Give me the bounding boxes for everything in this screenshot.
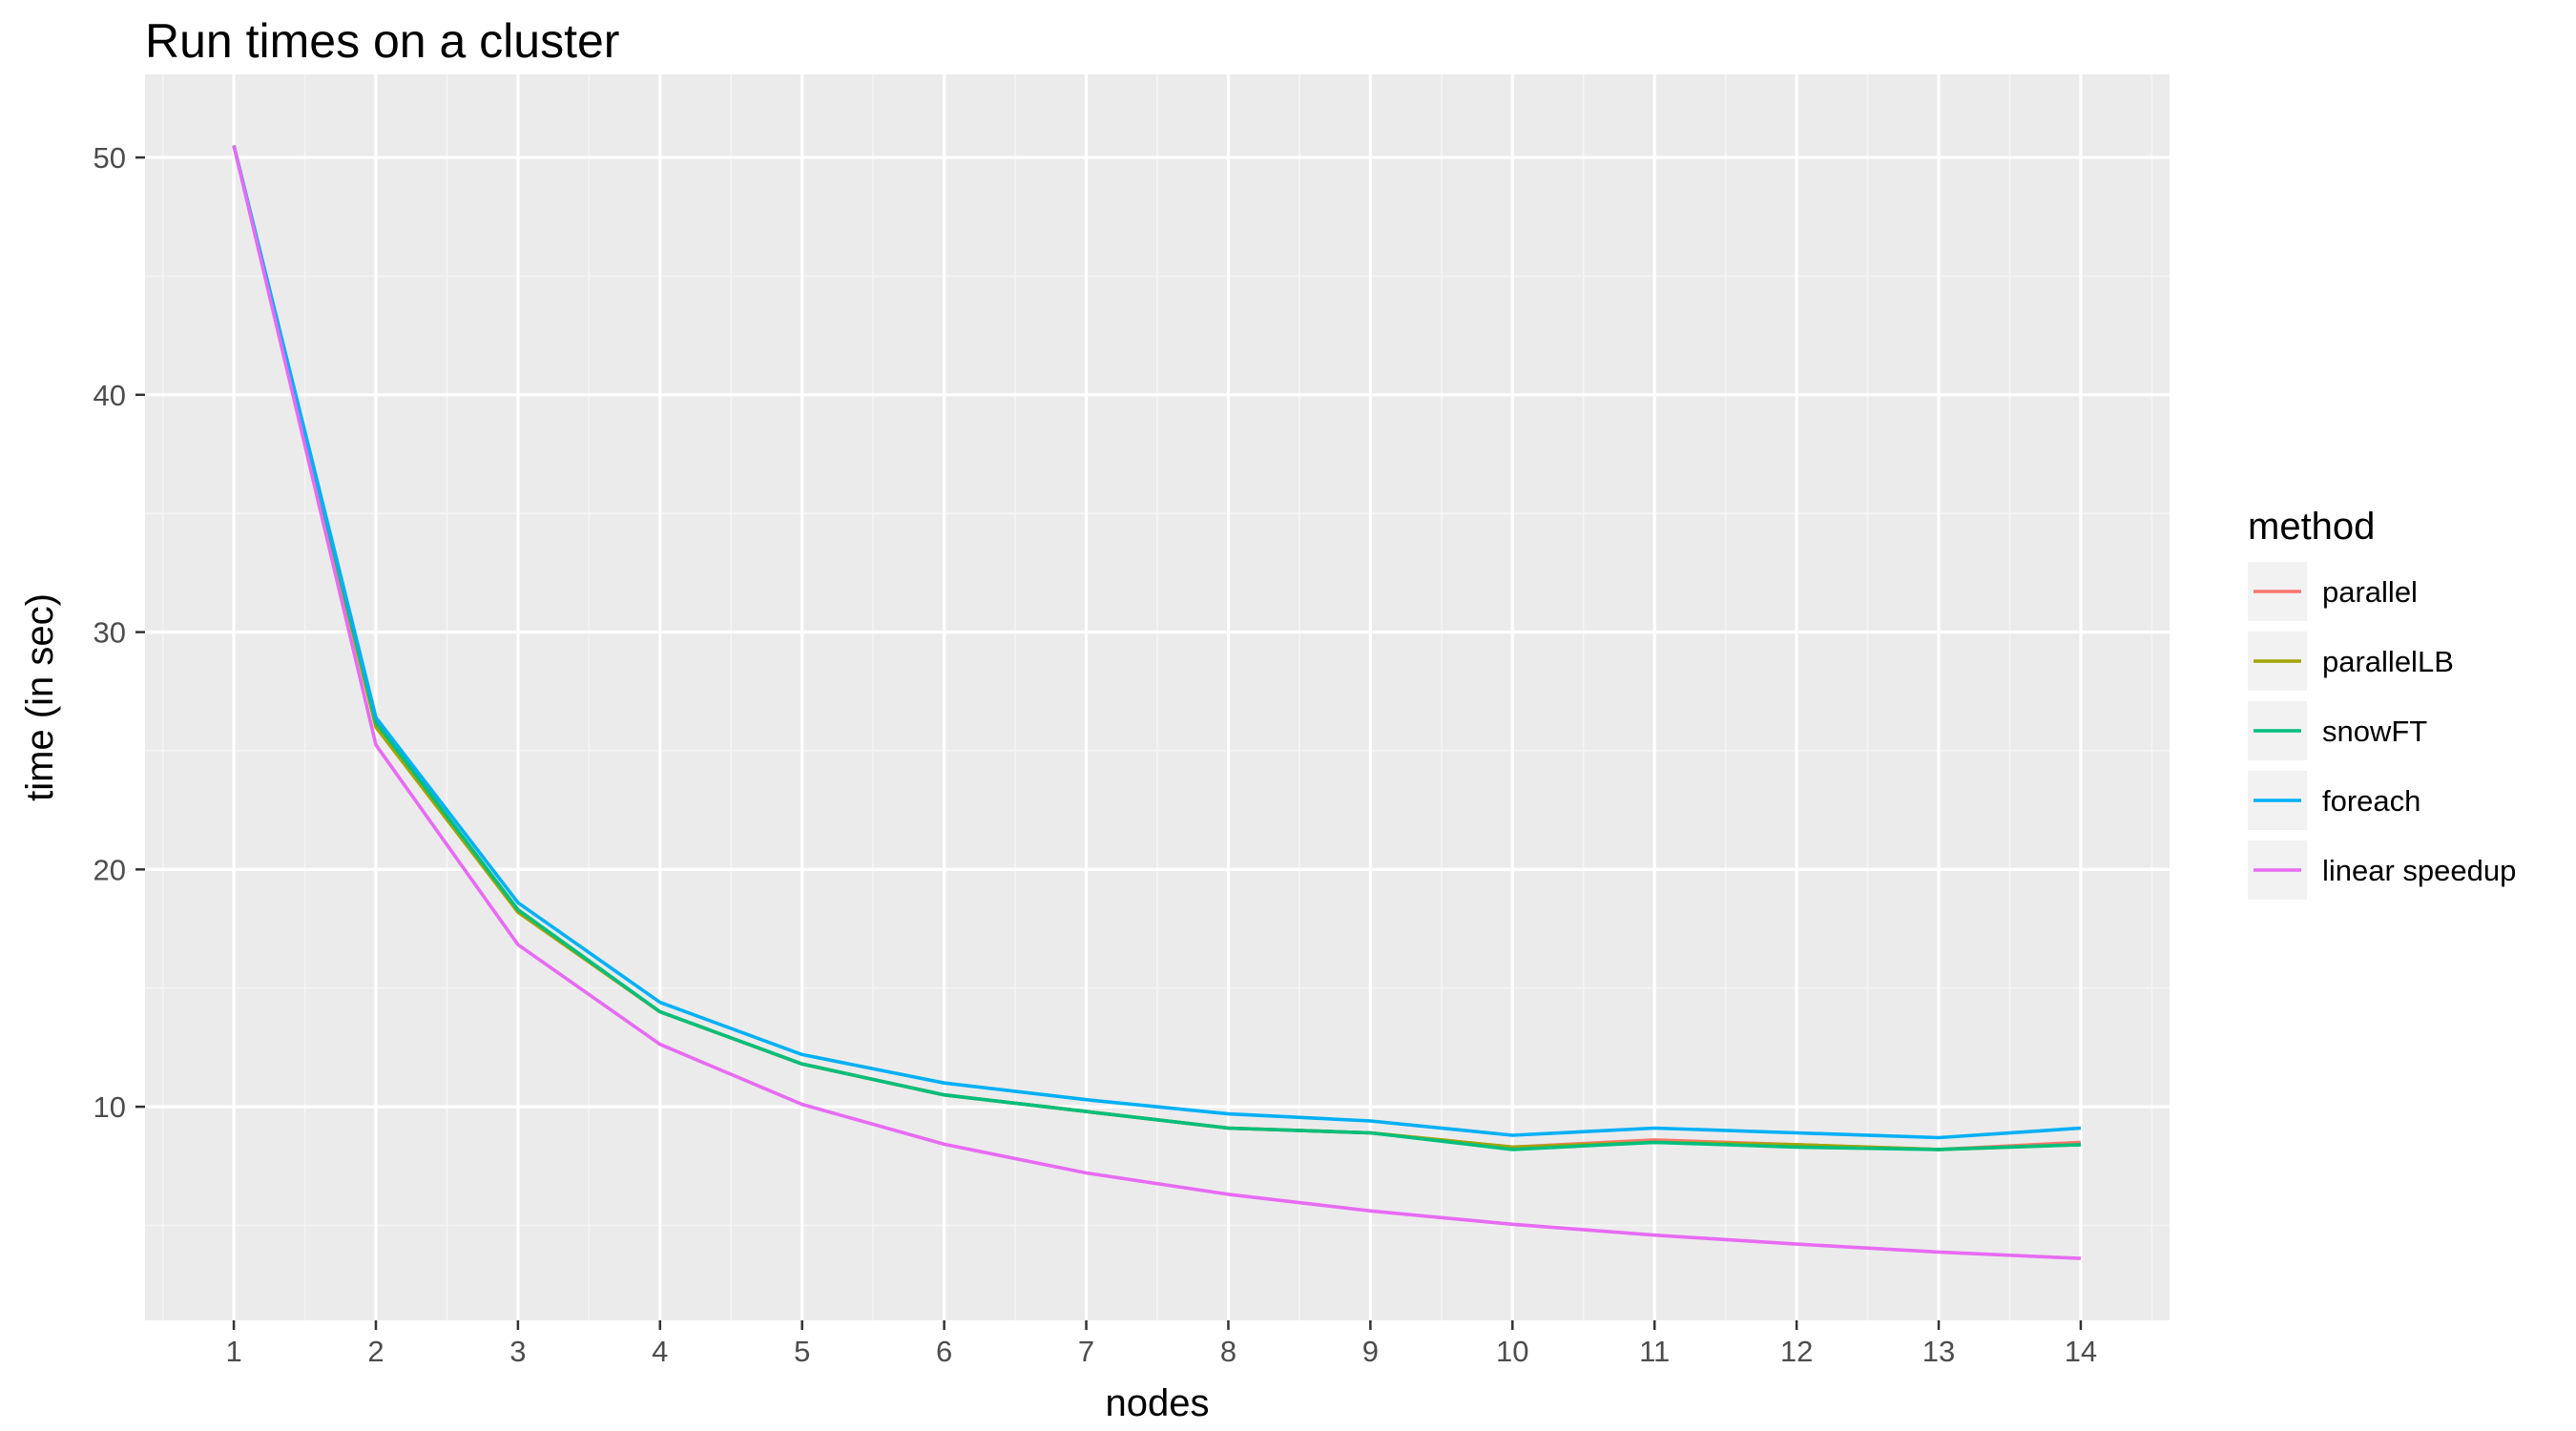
x-tick-label: 13 — [1922, 1335, 1955, 1368]
y-tick-label: 10 — [93, 1090, 126, 1124]
legend-label-foreach: foreach — [2322, 784, 2420, 818]
x-tick-label: 10 — [1496, 1335, 1528, 1368]
x-tick-label: 11 — [1639, 1335, 1670, 1368]
x-axis-title: nodes — [1106, 1382, 1210, 1424]
legend-label-linear-speedup: linear speedup — [2322, 854, 2516, 887]
y-tick-label: 50 — [93, 141, 126, 175]
x-tick-label: 6 — [936, 1335, 952, 1368]
legend-label-parallellb: parallelLB — [2322, 645, 2454, 678]
x-tick-label: 3 — [509, 1335, 526, 1368]
y-tick-label: 20 — [93, 853, 126, 886]
major-gridlines — [145, 74, 2170, 1320]
legend: method parallel parallelLB snowFT foreach li… — [2248, 506, 2516, 900]
x-tick-label: 9 — [1362, 1335, 1379, 1368]
x-tick-label: 5 — [794, 1335, 810, 1368]
y-tick-label: 30 — [93, 616, 126, 650]
x-tick-label: 7 — [1078, 1335, 1094, 1368]
x-axis: 1 2 3 4 5 6 7 8 9 10 11 12 13 14 — [225, 1320, 2097, 1368]
y-axis-title: time (in sec) — [19, 593, 61, 801]
y-tick-label: 40 — [93, 379, 126, 412]
series-line-linear-speedup — [232, 145, 2081, 1260]
legend-title: method — [2248, 506, 2375, 548]
legend-label-parallel: parallel — [2322, 575, 2418, 609]
y-axis: 10 20 30 40 50 — [93, 141, 145, 1124]
series-line-snowft — [232, 145, 2081, 1151]
x-tick-label: 14 — [2065, 1335, 2097, 1368]
x-tick-label: 1 — [225, 1335, 241, 1368]
x-tick-label: 12 — [1780, 1335, 1813, 1368]
legend-label-snowft: snowFT — [2322, 715, 2427, 748]
minor-gridlines — [145, 74, 2170, 1320]
x-tick-label: 8 — [1220, 1335, 1236, 1368]
x-tick-label: 4 — [652, 1335, 668, 1368]
chart-title: Run times on a cluster — [145, 14, 619, 68]
series-line-foreach — [232, 145, 2082, 1140]
x-tick-label: 2 — [367, 1335, 384, 1368]
series-lines — [232, 145, 2082, 1260]
